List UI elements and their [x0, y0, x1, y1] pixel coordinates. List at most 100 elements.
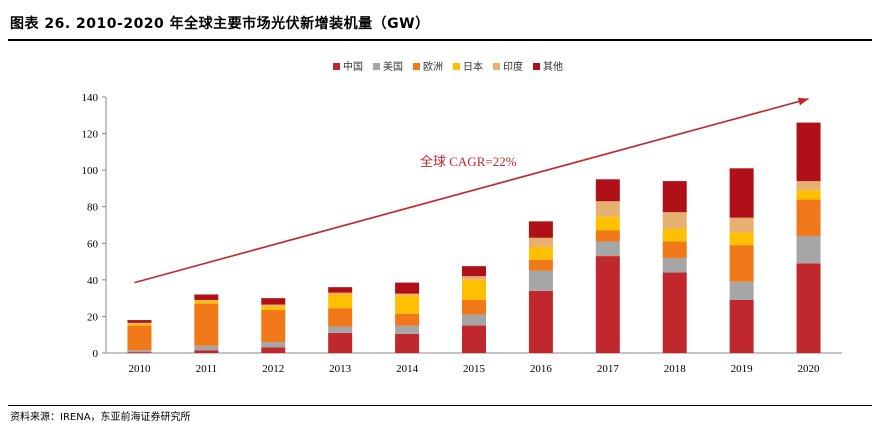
bar-segment — [528, 237, 553, 247]
x-tick-label: 2018 — [664, 363, 687, 375]
x-tick-label: 2014 — [396, 363, 419, 375]
y-tick-label: 0 — [93, 348, 99, 360]
y-tick-label: 100 — [82, 165, 99, 177]
x-tick-label: 2011 — [196, 363, 218, 375]
bar-segment — [528, 259, 553, 271]
bar-segment — [595, 201, 620, 217]
legend-swatch — [413, 63, 420, 70]
bar-segment — [595, 179, 620, 202]
x-tick-label: 2020 — [798, 363, 821, 375]
bar-segment — [194, 299, 219, 301]
bar-segment — [595, 241, 620, 257]
legend-swatch — [373, 63, 380, 70]
bar-segment — [127, 322, 152, 324]
bar-segment — [395, 333, 420, 353]
bar-segment — [796, 122, 821, 182]
x-tick-label: 2015 — [463, 363, 486, 375]
bar-segment — [528, 270, 553, 291]
top-rule — [8, 39, 872, 41]
bar-segment — [662, 212, 687, 229]
legend-swatch — [333, 63, 340, 70]
bar-segment — [261, 342, 286, 348]
y-tick-label: 40 — [87, 275, 99, 287]
bar-segment — [729, 299, 754, 353]
bar-segment — [127, 350, 152, 353]
bar-segment — [328, 326, 353, 333]
bar-segment — [127, 352, 152, 353]
y-tick-label: 20 — [87, 311, 99, 323]
bar-segment — [261, 304, 286, 307]
bar-segment — [796, 181, 821, 191]
bar-segment — [328, 294, 353, 309]
cagr-annotation: 全球 CAGR=22% — [420, 154, 517, 169]
legend-label: 欧洲 — [423, 61, 443, 73]
bar-segment — [595, 230, 620, 242]
bar-segment — [729, 168, 754, 218]
bottom-rule — [8, 405, 872, 406]
legend-label: 美国 — [383, 60, 403, 73]
x-tick-label: 2016 — [530, 363, 553, 375]
bar-segment — [261, 347, 286, 353]
bar-segment — [127, 323, 152, 326]
bar-segment — [729, 232, 754, 246]
legend-swatch — [493, 63, 500, 70]
bar-segment — [194, 294, 219, 300]
bar-segment — [662, 272, 687, 353]
bar-segment — [729, 217, 754, 233]
x-tick-label: 2019 — [731, 363, 754, 375]
bar-segment — [462, 266, 486, 277]
bar-segment — [662, 228, 687, 242]
bar-segment — [462, 314, 486, 326]
bar-segment — [395, 282, 420, 294]
legend-swatch — [533, 63, 540, 70]
bar-segment — [662, 241, 687, 258]
x-tick-label: 2013 — [329, 363, 352, 375]
source-note: 资料来源：IRENA，东亚前海证券研究所 — [10, 412, 191, 423]
bar-segment — [796, 235, 821, 264]
bar-segment — [328, 292, 353, 295]
bar-segment — [662, 181, 687, 213]
bar-segment — [261, 298, 286, 305]
bar-segment — [127, 320, 152, 323]
bar-segment — [194, 345, 219, 351]
bar-segment — [729, 245, 754, 282]
bar-segment — [194, 300, 219, 304]
bar-segment — [662, 257, 687, 273]
x-tick-label: 2012 — [262, 363, 284, 375]
bar-segment — [462, 276, 486, 280]
bar-segment — [462, 279, 486, 300]
bar-segment — [796, 199, 821, 236]
bar-segment — [462, 325, 486, 353]
bar-segment — [395, 313, 420, 326]
bar-segment — [261, 310, 286, 343]
legend-label: 印度 — [503, 60, 523, 73]
legend-label: 其他 — [543, 60, 563, 73]
bar-segment — [328, 308, 353, 327]
cagr-arrowhead — [797, 97, 809, 106]
bar-segment — [729, 281, 754, 300]
bar-segment — [595, 256, 620, 353]
x-tick-label: 2010 — [128, 363, 151, 375]
bar-segment — [194, 350, 219, 353]
bar-segment — [528, 290, 553, 353]
bar-segment — [395, 325, 420, 334]
bar-segment — [462, 299, 486, 315]
bar-segment — [796, 190, 821, 200]
legend-swatch — [453, 63, 460, 70]
bar-segment — [395, 293, 420, 296]
figure-title: 图表 26. 2010-2020 年全球主要市场光伏新增装机量（GW） — [10, 16, 430, 32]
y-tick-label: 140 — [82, 92, 99, 104]
bar-segment — [328, 332, 353, 353]
legend-label: 中国 — [343, 60, 363, 73]
bar-segment — [528, 246, 553, 260]
bar-segment — [528, 221, 553, 238]
bar-segment — [194, 303, 219, 346]
x-tick-label: 2017 — [597, 363, 620, 375]
bar-segment — [595, 216, 620, 231]
bar-segment — [127, 325, 152, 351]
cagr-arrow-line — [134, 98, 809, 284]
bar-segment — [796, 263, 821, 353]
bar-segment — [328, 287, 353, 293]
y-tick-label: 60 — [87, 238, 99, 250]
